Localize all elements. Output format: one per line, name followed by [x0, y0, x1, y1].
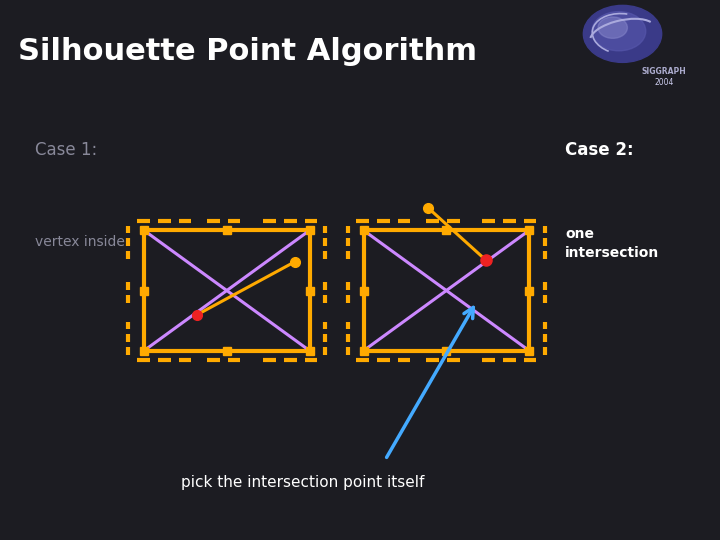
Circle shape	[598, 17, 627, 38]
Circle shape	[592, 11, 646, 51]
Text: pick the intersection point itself: pick the intersection point itself	[181, 475, 424, 490]
Text: Case 1:: Case 1:	[35, 141, 96, 159]
Bar	[144, 231, 310, 350]
Circle shape	[583, 5, 662, 63]
Text: vertex inside: vertex inside	[35, 234, 125, 248]
Text: one
intersection: one intersection	[565, 227, 660, 260]
Bar	[364, 231, 529, 350]
Text: Silhouette Point Algorithm: Silhouette Point Algorithm	[18, 37, 477, 66]
Text: Case 2:: Case 2:	[565, 141, 634, 159]
Text: SIGGRAPH: SIGGRAPH	[642, 67, 686, 76]
Text: 2004: 2004	[654, 78, 674, 87]
